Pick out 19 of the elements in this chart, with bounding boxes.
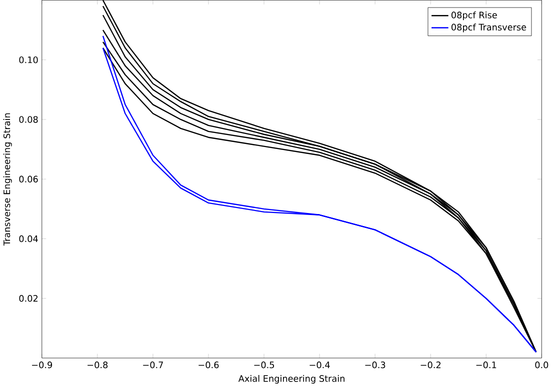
x-axis-title: Axial Engineering Strain	[238, 375, 344, 384]
x-tick-label: −0.4	[310, 362, 330, 368]
y-axis-title: Transverse Engineering Strain	[3, 113, 12, 246]
y-tick-label: 0.06	[19, 176, 38, 183]
x-tick-label: 0.0	[535, 362, 548, 368]
legend-label: 08pcf Rise	[452, 12, 497, 20]
y-tick-label: 0.02	[19, 295, 38, 302]
y-tick-label: 0.10	[19, 56, 38, 64]
x-tick-label: −0.8	[88, 362, 108, 368]
x-tick-label: −0.7	[143, 362, 163, 368]
x-tick-label: −0.5	[254, 362, 274, 368]
y-tick-label: 0.04	[19, 235, 38, 242]
legend-label: 08pcf Transverse	[452, 24, 526, 32]
x-tick-label: −0.2	[420, 362, 440, 368]
x-tick-label: −0.1	[476, 362, 496, 368]
x-tick-label: −0.6	[198, 362, 219, 368]
x-tick-label: −0.9	[32, 362, 52, 368]
y-tick-label: 0.08	[19, 116, 38, 123]
x-tick-label: −0.3	[365, 362, 386, 368]
